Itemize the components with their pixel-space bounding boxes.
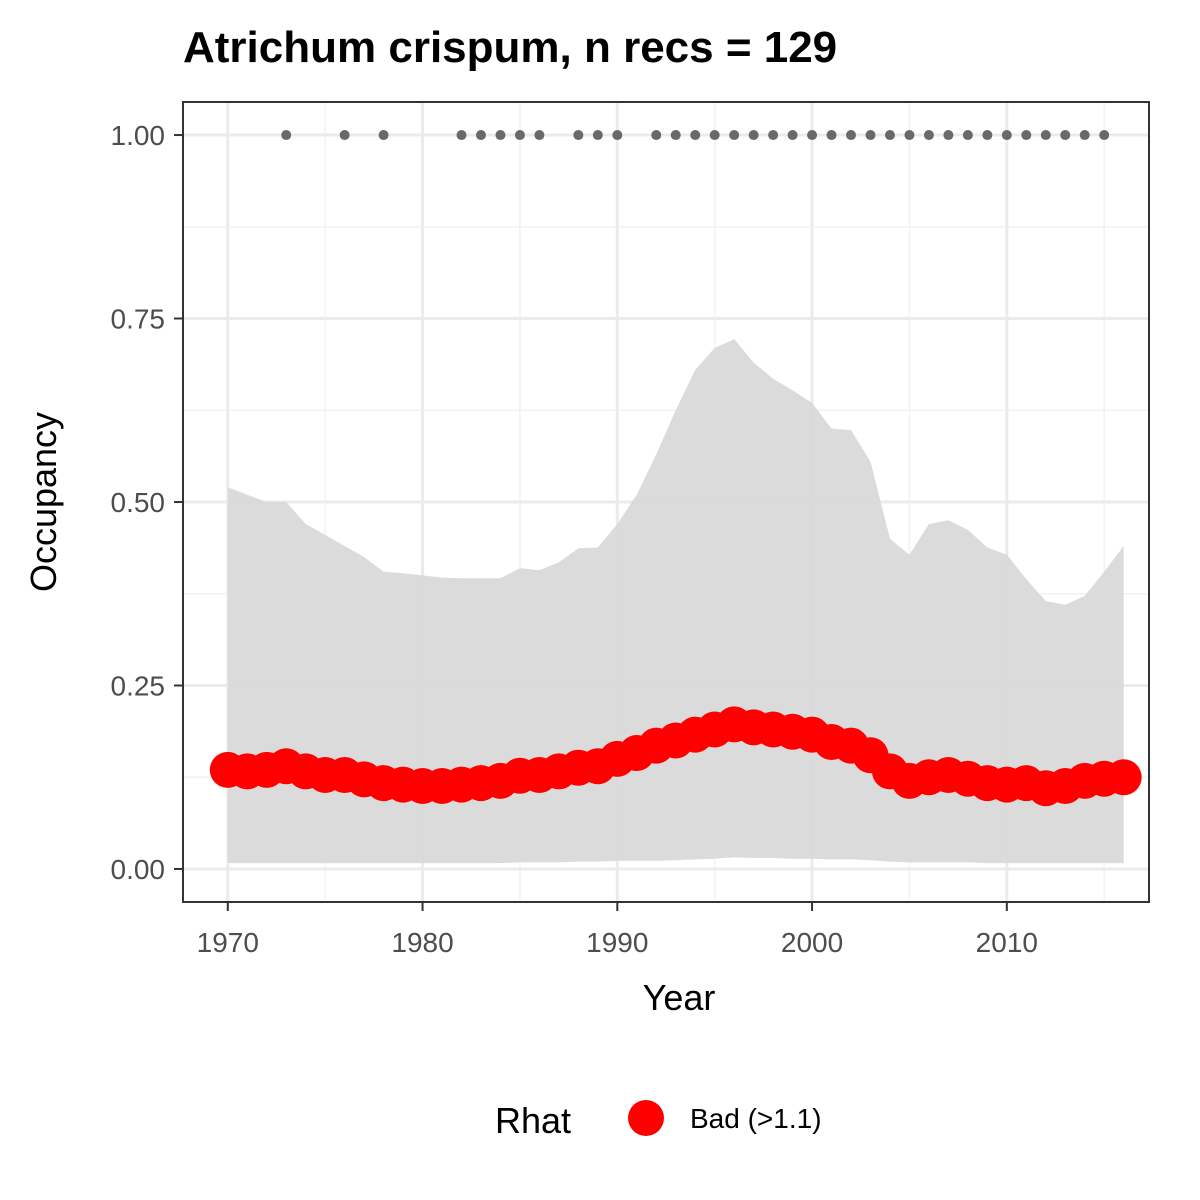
record-point xyxy=(709,130,720,141)
legend-title: Rhat xyxy=(495,1100,571,1141)
record-point xyxy=(378,130,389,141)
record-point xyxy=(456,130,467,141)
record-point xyxy=(514,130,525,141)
record-point xyxy=(475,130,486,141)
y-axis-title: Occupancy xyxy=(23,412,64,592)
record-point xyxy=(592,130,603,141)
record-point xyxy=(339,130,350,141)
record-point xyxy=(1040,130,1051,141)
record-point xyxy=(982,130,993,141)
y-tick-label: 0.00 xyxy=(111,854,166,885)
record-point xyxy=(670,130,681,141)
x-tick-label: 2010 xyxy=(976,927,1038,958)
record-point xyxy=(904,130,915,141)
occupancy-series xyxy=(209,706,1142,807)
chart-title: Atrichum crispum, n recs = 129 xyxy=(183,23,837,72)
record-point xyxy=(962,130,973,141)
y-tick-label: 0.75 xyxy=(111,304,166,335)
record-point xyxy=(748,130,759,141)
credible-interval-ribbon-group xyxy=(227,339,1124,864)
record-point xyxy=(1060,130,1071,141)
record-point xyxy=(690,130,701,141)
record-point xyxy=(495,130,506,141)
record-point xyxy=(826,130,837,141)
occupancy-point xyxy=(1105,759,1142,796)
x-axis-title: Year xyxy=(643,977,716,1018)
record-point xyxy=(943,130,954,141)
record-point xyxy=(1021,130,1032,141)
legend-label-bad: Bad (>1.1) xyxy=(690,1103,822,1134)
record-point xyxy=(1079,130,1090,141)
record-point xyxy=(768,130,779,141)
record-point xyxy=(884,130,895,141)
y-tick-label: 0.25 xyxy=(111,670,166,701)
record-point xyxy=(807,130,818,141)
legend-key-bad xyxy=(628,1100,664,1136)
y-tick-label: 1.00 xyxy=(111,120,166,151)
record-point xyxy=(923,130,934,141)
x-tick-label: 2000 xyxy=(781,927,843,958)
x-tick-label: 1970 xyxy=(197,927,259,958)
x-tick-label: 1990 xyxy=(586,927,648,958)
record-point xyxy=(573,130,584,141)
record-point xyxy=(534,130,545,141)
record-point xyxy=(729,130,740,141)
record-points xyxy=(281,130,1110,141)
record-point xyxy=(865,130,876,141)
y-tick-label: 0.50 xyxy=(111,487,166,518)
legend: Rhat Bad (>1.1) xyxy=(495,1100,822,1141)
x-axis-ticks: 1970 1980 1990 2000 2010 xyxy=(197,902,1038,958)
record-point xyxy=(1099,130,1110,141)
credible-interval-ribbon xyxy=(227,339,1124,864)
x-tick-label: 1980 xyxy=(391,927,453,958)
record-point xyxy=(787,130,798,141)
record-point xyxy=(1001,130,1012,141)
record-point xyxy=(651,130,662,141)
y-axis-ticks: 0.00 0.25 0.50 0.75 1.00 xyxy=(111,120,183,885)
record-point xyxy=(846,130,857,141)
record-point xyxy=(281,130,292,141)
record-point xyxy=(612,130,623,141)
